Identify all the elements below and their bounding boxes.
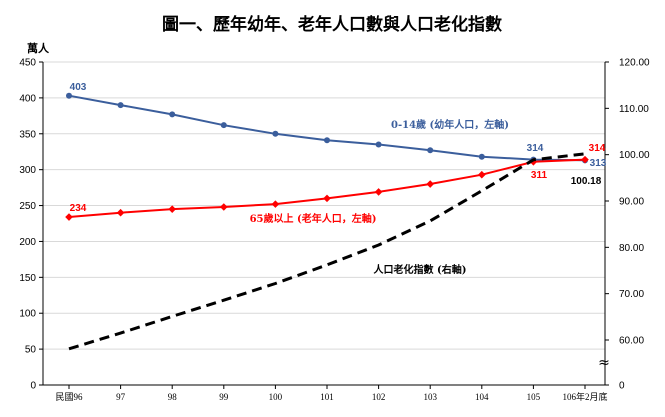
legend-index: 人口老化指數 (右軸) — [374, 263, 467, 276]
left-tick-label: 100 — [19, 309, 36, 320]
series-point-1 — [374, 188, 383, 196]
x-tick-label: 98 — [168, 392, 178, 402]
axis-break-icon: ≈ — [598, 355, 610, 371]
x-tick-label: 104 — [475, 392, 489, 402]
left-tick-label: 300 — [19, 165, 36, 176]
x-tick-label: 105 — [527, 392, 541, 402]
youth-first-label: 403 — [70, 82, 87, 93]
right-y-ticks: 0 60.00 70.00 80.00 90.00 100.00 110.00 120.00 — [605, 58, 650, 392]
elderly-105-label: 311 — [531, 170, 548, 181]
series-point-0 — [272, 130, 279, 137]
left-tick-label: 200 — [19, 237, 36, 248]
right-tick-label: 90.00 — [619, 197, 644, 208]
series-point-1 — [168, 205, 176, 213]
series-point-0 — [66, 92, 72, 99]
x-axis-ticks: 民國96 97 98 99 100 101 102 103 104 105 106年2月底 — [55, 385, 608, 402]
series-point-0 — [324, 137, 330, 144]
left-tick-label: 250 — [19, 201, 36, 212]
left-tick-label: 400 — [19, 93, 36, 104]
right-tick-label: 70.00 — [619, 289, 644, 300]
series-point-0 — [375, 141, 382, 148]
series-point-1 — [478, 170, 486, 179]
left-tick-label: 50 — [25, 345, 37, 356]
x-tick-label: 99 — [219, 392, 229, 402]
youth-last-label: 313 — [590, 158, 607, 169]
series-point-1 — [116, 208, 125, 217]
elderly-last-label: 314 — [589, 143, 606, 154]
left-tick-label: 0 — [30, 381, 36, 392]
series-point-1 — [220, 203, 228, 211]
chart-title: 圖一、歷年幼年、老年人口數與人口老化指數 — [162, 14, 502, 35]
series-point-0 — [427, 147, 434, 154]
youth-105-label: 314 — [527, 143, 544, 154]
x-tick-label: 97 — [116, 392, 126, 402]
elderly-first-label: 234 — [70, 203, 87, 214]
x-tick-label: 100 — [269, 392, 283, 402]
series-layer — [65, 92, 589, 351]
series-line-1 — [68, 158, 586, 218]
right-tick-label: 80.00 — [619, 243, 644, 254]
series-point-1 — [65, 213, 73, 221]
index-last-label: 100.18 — [571, 176, 602, 187]
x-tick-label: 101 — [320, 392, 334, 402]
right-tick-label: 100.00 — [619, 150, 650, 161]
series-point-1 — [271, 200, 280, 208]
series-point-0 — [169, 111, 176, 118]
series-point-0 — [117, 102, 124, 109]
x-tick-label: 103 — [423, 392, 437, 402]
series-point-0 — [478, 153, 485, 160]
left-tick-label: 450 — [19, 58, 36, 69]
right-tick-label: 110.00 — [619, 104, 649, 115]
series-point-1 — [323, 194, 331, 203]
series-point-1 — [581, 155, 589, 164]
right-tick-label: 0 — [619, 381, 625, 392]
gridlines — [43, 61, 605, 350]
left-tick-label: 150 — [19, 273, 36, 284]
x-tick-label: 民國96 — [55, 392, 83, 402]
series-line-2 — [68, 152, 586, 351]
legend-youth: 0-14歲 (幼年人口，左軸) — [391, 118, 509, 131]
right-tick-label: 120.00 — [619, 58, 650, 69]
x-tick-label: 102 — [372, 392, 386, 402]
series-point-1 — [426, 180, 434, 188]
series-point-0 — [220, 122, 227, 129]
left-axis-unit: 萬人 — [27, 41, 50, 55]
x-tick-label: 106年2月底 — [562, 391, 607, 402]
right-tick-label: 60.00 — [619, 336, 644, 347]
left-tick-label: 350 — [19, 129, 36, 140]
legend-elderly: 65歲以上 (老年人口，左軸) — [250, 212, 377, 225]
left-y-ticks: 0 50 100 150 200 250 300 350 400 450 — [19, 58, 43, 392]
